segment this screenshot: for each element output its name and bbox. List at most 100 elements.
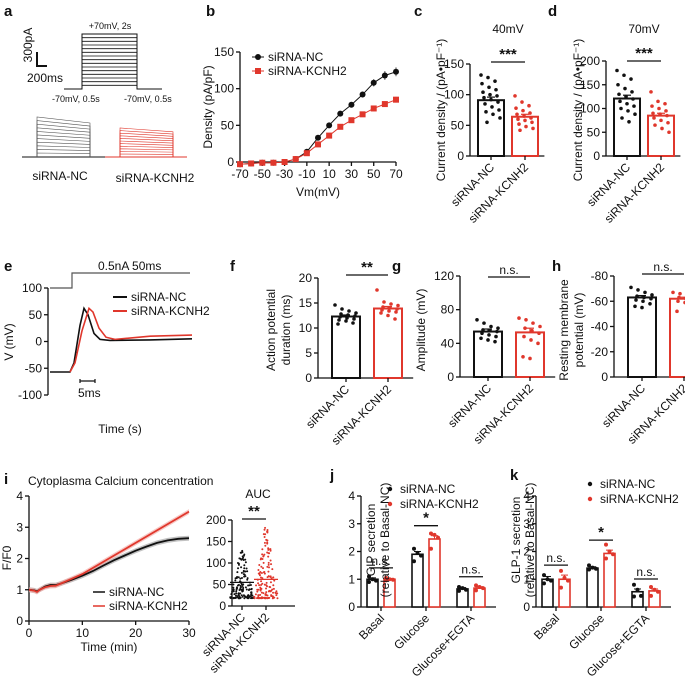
data-point-kcnh2 bbox=[263, 535, 266, 538]
data-point-nc bbox=[244, 561, 247, 564]
data-point-kcnh2 bbox=[261, 553, 264, 556]
data-point-nc bbox=[245, 567, 248, 570]
data-point-nc bbox=[624, 94, 628, 99]
data-point-nc bbox=[481, 90, 485, 95]
data-point-nc bbox=[488, 92, 492, 97]
data-point-nc bbox=[485, 120, 489, 125]
data-point-kcnh2 bbox=[382, 300, 386, 304]
data-point-kcnh2 bbox=[653, 123, 657, 127]
data-point-nc bbox=[348, 101, 355, 108]
data-point-nc bbox=[625, 101, 629, 106]
data-point-kcnh2 bbox=[538, 324, 542, 329]
y-tick-label: 0 bbox=[601, 370, 608, 384]
data-point-kcnh2 bbox=[393, 96, 399, 103]
data-point-nc bbox=[590, 565, 595, 570]
panel-label: a bbox=[4, 3, 13, 20]
data-point-nc bbox=[635, 294, 639, 299]
data-point-nc bbox=[487, 333, 491, 337]
data-point-kcnh2 bbox=[275, 594, 278, 597]
stimulus-label: 0.5nA 50ms bbox=[98, 259, 161, 273]
data-point-kcnh2 bbox=[257, 569, 260, 572]
data-point-kcnh2 bbox=[429, 531, 433, 536]
significance-label: ** bbox=[361, 259, 373, 276]
data-point-kcnh2 bbox=[270, 159, 277, 166]
data-point-nc bbox=[241, 555, 244, 558]
data-point-kcnh2 bbox=[270, 594, 273, 597]
data-point-kcnh2 bbox=[520, 100, 524, 104]
data-point-nc bbox=[632, 104, 636, 108]
data-point-kcnh2 bbox=[521, 355, 525, 359]
data-point-kcnh2 bbox=[266, 529, 269, 532]
data-point-kcnh2 bbox=[523, 118, 527, 123]
data-point-nc bbox=[353, 314, 357, 318]
data-point-kcnh2 bbox=[566, 578, 570, 583]
y-tick-label: 1 bbox=[523, 572, 530, 586]
significance-label: ** bbox=[248, 503, 260, 520]
data-point-nc bbox=[250, 587, 253, 590]
data-point-nc bbox=[315, 134, 321, 141]
data-point-kcnh2 bbox=[531, 126, 535, 131]
data-point-nc bbox=[340, 307, 344, 311]
y-tick-label: 3 bbox=[348, 517, 355, 531]
data-point-kcnh2 bbox=[530, 328, 534, 333]
data-point-nc bbox=[244, 575, 247, 578]
data-point-kcnh2 bbox=[273, 596, 276, 599]
data-point-nc bbox=[616, 82, 620, 87]
data-point-kcnh2 bbox=[607, 549, 612, 554]
data-point-kcnh2 bbox=[260, 591, 263, 594]
data-point-nc bbox=[633, 112, 637, 116]
data-point-nc bbox=[496, 100, 500, 104]
protocol-hold-right: -70mV, 0.5s bbox=[124, 94, 172, 104]
data-point-kcnh2 bbox=[531, 321, 535, 325]
y-tick-label: 100 bbox=[444, 88, 464, 102]
y-tick-label: -100 bbox=[18, 388, 42, 402]
data-point-kcnh2 bbox=[678, 291, 682, 296]
data-point-nc bbox=[489, 324, 493, 329]
data-point-nc bbox=[239, 592, 242, 595]
legend-marker-nc bbox=[587, 481, 593, 487]
data-point-nc bbox=[497, 108, 501, 112]
data-point-nc bbox=[239, 577, 242, 580]
data-point-nc bbox=[241, 590, 244, 593]
y-tick-label: 3 bbox=[16, 520, 23, 534]
data-point-kcnh2 bbox=[657, 106, 661, 111]
data-point-nc bbox=[479, 73, 483, 77]
x-tick-label: Basal bbox=[356, 611, 387, 642]
y-tick-label: 5 bbox=[305, 346, 312, 360]
data-point-nc bbox=[622, 73, 626, 78]
data-point-kcnh2 bbox=[522, 114, 526, 118]
data-point-kcnh2 bbox=[266, 565, 269, 568]
data-point-kcnh2 bbox=[395, 307, 399, 311]
data-point-nc bbox=[464, 587, 468, 592]
x-tick-label: 70 bbox=[389, 167, 403, 181]
legend-label-kcnh2: siRNA-KCNH2 bbox=[600, 492, 679, 506]
data-point-nc bbox=[242, 586, 245, 589]
bar-nc bbox=[586, 567, 599, 608]
x-axis-label: Time (min) bbox=[81, 640, 138, 654]
data-point-kcnh2 bbox=[261, 557, 264, 560]
y-tick-label: -60 bbox=[591, 294, 609, 308]
data-point-kcnh2 bbox=[264, 596, 267, 599]
data-point-nc bbox=[236, 587, 239, 590]
data-point-kcnh2 bbox=[658, 112, 662, 116]
data-point-nc bbox=[245, 596, 248, 599]
x-tick-label: 0 bbox=[26, 626, 33, 640]
data-point-kcnh2 bbox=[274, 591, 277, 594]
data-point-nc bbox=[495, 94, 499, 98]
data-point-kcnh2 bbox=[257, 582, 260, 585]
data-point-kcnh2 bbox=[258, 572, 261, 575]
data-point-nc bbox=[250, 593, 253, 596]
significance-label: n.s. bbox=[499, 263, 518, 277]
y-axis-label: Action potential bbox=[264, 289, 278, 371]
y-tick-label: 40 bbox=[441, 336, 455, 350]
scale-bar bbox=[36, 52, 47, 67]
x-tick-label: siRNA-KCNH2 bbox=[466, 160, 532, 226]
data-point-kcnh2 bbox=[292, 156, 299, 163]
y-tick-label: 0 bbox=[447, 370, 454, 384]
x-tick-label: 50 bbox=[367, 167, 381, 181]
y-tick-label: 100 bbox=[22, 281, 42, 295]
x-tick-label: -30 bbox=[276, 167, 294, 181]
data-point-nc bbox=[488, 328, 492, 333]
data-point-kcnh2 bbox=[268, 596, 271, 599]
